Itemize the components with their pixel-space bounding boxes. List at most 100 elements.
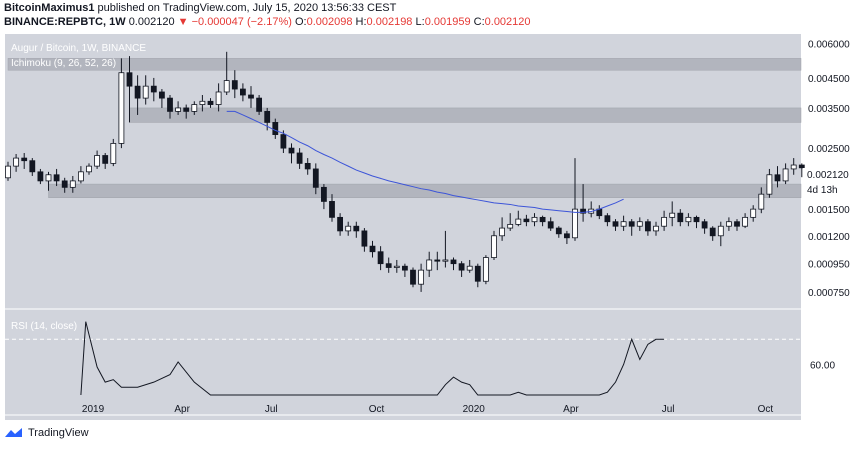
x-tick-label: 2020 [463,404,486,415]
high-label: H: [355,16,367,28]
candle-body [466,265,473,271]
candle-body [564,233,570,239]
candle-body [126,72,133,87]
candle-body [158,91,165,99]
candle-body [231,80,238,90]
candle [645,219,651,236]
candle-body [37,171,44,182]
candle-body [645,221,651,232]
candle-body [418,269,425,285]
current-price-text: 0.002120 [807,170,849,181]
candle-body [29,160,36,173]
candle-body [142,85,149,99]
indicator-label: Ichimoku (9, 26, 52, 26) [11,58,116,69]
candle [167,95,173,119]
candle [272,118,279,139]
candle [426,251,433,277]
candle-body [94,155,100,167]
candle [661,210,667,231]
price-change: −0.000047 (−2.17%) [191,16,292,28]
candle-body [531,216,538,223]
candle [750,205,757,222]
candle [53,168,60,187]
candle [37,168,44,185]
candle [288,143,295,164]
resistance-zone-0 [7,58,802,71]
candle-body [750,208,757,218]
candle [29,158,36,176]
candle-body [555,227,562,235]
publish-line: BitcoinMaximus1 published on TradingView… [4,2,396,14]
candle [5,161,11,181]
symbol-label[interactable]: BINANCE:REPBTC, 1W [4,16,126,28]
x-tick-label: Oct [369,404,385,415]
candle-body [329,201,335,218]
candle-body [523,218,530,223]
candle [118,58,125,149]
candle [78,166,84,184]
candle-body [766,174,773,195]
candle [564,230,570,245]
brand-text: TradingView [28,427,89,439]
candle-body [539,216,546,223]
close-label: C: [473,16,485,28]
candle [312,163,319,195]
candle-body [612,221,619,227]
candle [21,152,28,169]
candle-body [45,174,52,182]
y-tick-label: 0.006000 [808,40,850,51]
candle-body [401,265,408,271]
candle [329,194,335,222]
candle [798,163,805,178]
candle [126,56,133,123]
candle [353,221,360,238]
candle-body [515,218,522,225]
candle [458,261,465,277]
candle [572,158,578,241]
candle-body [53,174,60,182]
candle-body [78,171,84,182]
candle-body [458,263,465,271]
candle [474,263,481,288]
candle [491,230,497,260]
candle-body [790,164,797,170]
candle [580,184,586,222]
candle [256,95,263,115]
candle [199,95,206,112]
candle [337,213,344,236]
candle-body [701,221,708,229]
candle-body [21,157,28,162]
y-tick-label: 0.002500 [808,144,850,155]
candle [434,251,441,271]
y-tick-label: 0.000750 [808,288,850,299]
candle [158,89,165,108]
low-label: L: [415,16,425,28]
candle [701,219,708,234]
candle [717,221,724,247]
candle [231,70,238,99]
candle-body [118,72,125,144]
candle-body [385,263,392,268]
candle-body [199,100,206,105]
candle-body [499,227,506,237]
candle [442,230,449,268]
open-label: O: [294,16,307,28]
footer-brand[interactable]: TradingView [4,427,89,439]
candle-body [304,162,311,170]
candle [207,98,214,108]
candle-body [628,221,635,227]
candle-body [547,221,554,229]
candle-body [280,134,287,149]
candle [482,255,489,285]
candle [604,213,611,227]
candle-body [620,221,627,227]
author-name[interactable]: BitcoinMaximus1 [4,2,95,14]
close-value: 0.002120 [484,16,531,28]
candle [110,138,117,167]
candle-body [191,104,198,112]
candle [677,209,684,227]
y-tick-label: 0.001500 [808,205,850,216]
candle-body [653,225,659,232]
candle-body [296,152,303,164]
